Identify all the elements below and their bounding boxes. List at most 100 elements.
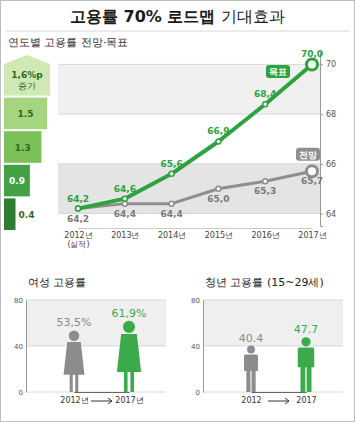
small-chart: 청년 고용률 (15~29세)040802012201740.447.7 (191, 276, 343, 405)
chart-root: 고용률 70% 로드맵 기대효과연도별 고용률 전망·목표64666870201… (0, 0, 355, 422)
data-label: 65,0 (207, 194, 229, 204)
point (76, 206, 81, 211)
grid-band (26, 300, 166, 346)
plot-area (244, 337, 314, 392)
increase-label: 0.9 (9, 176, 25, 186)
point (263, 102, 268, 107)
data-label: 64,2 (67, 194, 89, 204)
frame (1, 1, 355, 422)
grid-line (26, 392, 166, 393)
increase-segment (4, 165, 30, 197)
axis-line (79, 228, 313, 229)
axis-line (252, 392, 307, 393)
grid-line (58, 64, 320, 65)
axis-line (75, 392, 130, 393)
title: 고용률 70% 로드맵 기대효과 (70, 7, 285, 26)
y-axis: 64 66 68 70 (320, 53, 336, 227)
grid-line (58, 114, 320, 115)
tick: 80 (14, 297, 26, 305)
point (122, 196, 127, 201)
tick: 70 (320, 60, 336, 69)
tick: 40 (14, 343, 26, 351)
data-label: 64,6 (114, 184, 136, 194)
plot-area (64, 321, 142, 392)
x-axis: 2012 2017 (241, 392, 316, 405)
point (76, 206, 81, 211)
arrow (268, 398, 289, 404)
point (169, 201, 174, 206)
title-part: 기대효과 (221, 7, 285, 26)
increase-label: 0.4 (19, 210, 35, 220)
increase-segment (4, 64, 50, 96)
grid-line (26, 300, 166, 301)
tick-mark (320, 164, 323, 165)
tick: 2017년 (298, 228, 326, 240)
increase-segment (4, 198, 16, 230)
grid-line (203, 392, 343, 393)
tick-label: 2017 (296, 396, 316, 405)
tick-label: 68 (326, 110, 336, 119)
data-label: 64,4 (114, 209, 136, 219)
tick: 2017 (296, 392, 316, 405)
series-tag (266, 65, 290, 78)
data-label: 65,6 (160, 159, 182, 169)
tick-label: 2012년(실적) (64, 231, 92, 249)
series-line (78, 64, 312, 208)
tick: 2016년 (252, 228, 280, 240)
point (307, 166, 318, 177)
x-axis: 2012년(실적) 2013년 2014년 2015년 2016년 2017년 (64, 228, 326, 249)
point (169, 171, 174, 176)
series-name: 전망 (299, 150, 317, 160)
data-label: 64,4 (160, 209, 182, 219)
tick-label: 64 (326, 210, 336, 219)
tick: 2012년 (60, 392, 88, 405)
plot-area (76, 59, 318, 211)
tick-label: 2013년 (111, 231, 139, 240)
tick-label-line: 2012년 (64, 231, 92, 240)
tick: 68 (320, 110, 336, 119)
tick-mark (320, 64, 323, 65)
point (307, 59, 318, 70)
tick-label: 0 (19, 389, 23, 397)
tick-label-line: 2015년 (205, 231, 233, 240)
tick-label: 40 (191, 343, 200, 351)
y-axis: 0 40 80 (14, 297, 26, 397)
data-label: 68,4 (254, 89, 276, 99)
tick-label: 70 (326, 60, 336, 69)
tick-label-line: 2013년 (111, 231, 139, 240)
tick-mark (320, 114, 323, 115)
increase-label: 1.3 (15, 143, 31, 153)
tick: 64 (320, 210, 336, 219)
tick: 2013년 (111, 228, 139, 240)
tick: 0 (19, 389, 26, 397)
increase-label: 1,6%p (11, 70, 43, 80)
tick-label-line: 2016년 (252, 231, 280, 240)
grid-line (203, 346, 343, 347)
figure (244, 346, 258, 392)
series-tag (296, 148, 320, 161)
tick: 40 (191, 343, 203, 351)
tick-label: 2012 (241, 396, 261, 405)
small-chart: 여성 고용률040802012년2017년53,5%61,9% (14, 276, 166, 405)
data-label: 47.7 (294, 323, 319, 336)
tick: 66 (320, 160, 336, 169)
grid-line (203, 300, 343, 301)
tick: 2017년 (115, 392, 143, 405)
tick: 0 (196, 389, 203, 397)
x-axis: 2012년 2017년 (60, 392, 143, 405)
tick: 80 (191, 297, 203, 305)
data-label: 65,7 (301, 176, 323, 186)
grid-line (58, 213, 320, 214)
tick-label: 66 (326, 160, 336, 169)
title-rule (6, 31, 349, 32)
axis-line (321, 53, 324, 227)
grid-band (203, 300, 343, 346)
arrow (91, 398, 112, 404)
data-label: 66,9 (207, 126, 229, 136)
data-label: 61,9% (112, 307, 147, 320)
chart-title: 여성 고용률 (28, 276, 87, 289)
tick: 2015년 (205, 228, 233, 240)
tick-label-line: 2014년 (158, 231, 186, 240)
title-part: 고용률 70% 로드맵 (70, 7, 221, 26)
tick-mark (320, 214, 323, 215)
